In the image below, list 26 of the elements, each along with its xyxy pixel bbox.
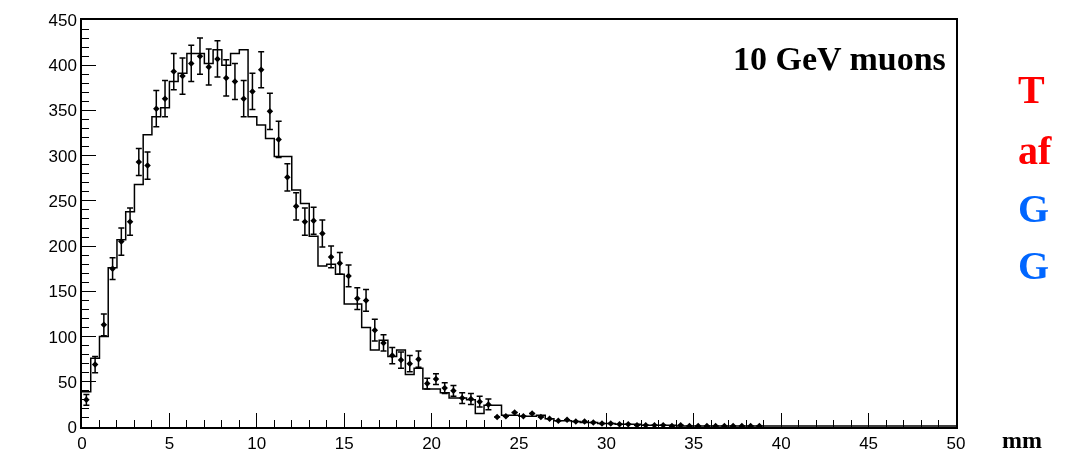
y-tick-label: 300 (48, 146, 77, 166)
x-tick-label: 35 (684, 434, 704, 454)
x-tick-label: 40 (771, 434, 791, 454)
x-tick-label: 45 (859, 434, 879, 454)
y-tick-label: 50 (57, 372, 77, 392)
x-tick-label: 15 (334, 434, 354, 454)
y-tick-label: 100 (48, 327, 77, 347)
x-tick-label: 50 (946, 434, 966, 454)
x-tick-label: 25 (509, 434, 529, 454)
y-tick-label: 0 (67, 417, 77, 437)
text: 10 GeV muons (733, 40, 946, 77)
text: af (1018, 128, 1052, 173)
y-tick-label: 350 (48, 101, 77, 121)
y-tick-label: 200 (48, 237, 77, 257)
text: G (1018, 243, 1050, 288)
x-tick-label: 10 (247, 434, 267, 454)
x-tick-label: 30 (596, 434, 616, 454)
y-tick-label: 250 (48, 191, 77, 211)
y-tick-label: 150 (48, 282, 77, 302)
y-tick-label: 450 (48, 10, 77, 30)
x-tick-label: 5 (164, 434, 175, 454)
y-tick-label: 400 (48, 56, 77, 76)
text: G (1018, 186, 1050, 231)
x-axis-title: mm (1002, 427, 1042, 453)
text: T (1018, 67, 1045, 112)
x-tick-label: 20 (422, 434, 442, 454)
